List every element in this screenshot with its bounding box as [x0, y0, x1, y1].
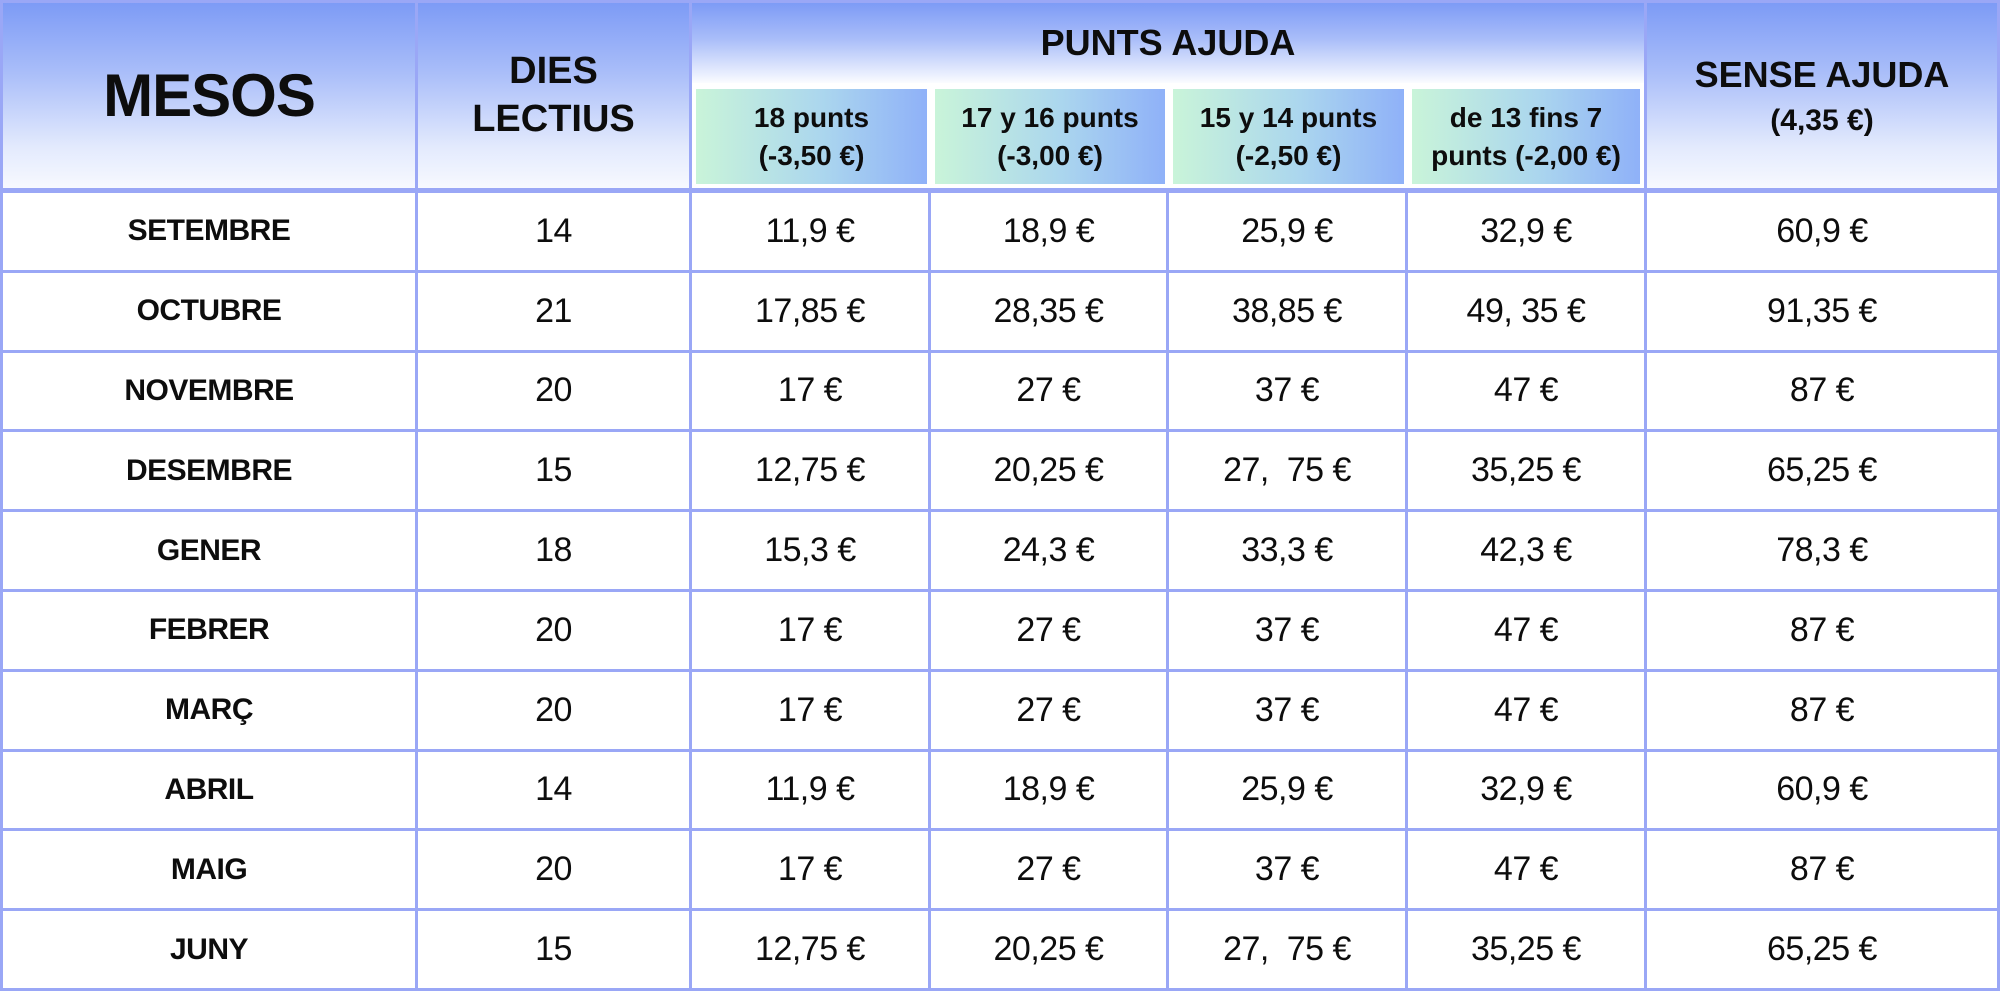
cell-dies: 21 [418, 272, 692, 353]
header-mesos-label: MESOS [103, 62, 316, 129]
cell-month: JUNY [3, 911, 418, 991]
cell-13-7-punts: 47 € [1408, 831, 1647, 912]
cell-month: GENER [3, 512, 418, 592]
cell-month: NOVEMBRE [3, 352, 418, 433]
cell-18-punts: 11,9 € [692, 193, 931, 273]
cell-sense-ajuda: 87 € [1647, 831, 1997, 912]
header-subcol-15-14-punts: 15 y 14 punts (-2,50 €) [1173, 89, 1404, 184]
cell-17-16-punts: 18,9 € [931, 193, 1169, 273]
cell-18-punts: 17 € [692, 352, 931, 433]
cell-15-14-punts: 37 € [1169, 831, 1408, 912]
cell-17-16-punts: 28,35 € [931, 272, 1169, 353]
cell-15-14-punts: 25,9 € [1169, 751, 1408, 832]
cell-18-punts: 17,85 € [692, 272, 931, 353]
cell-17-16-punts: 18,9 € [931, 751, 1169, 832]
cell-18-punts: 15,3 € [692, 512, 931, 592]
cell-month: ABRIL [3, 751, 418, 832]
cell-sense-ajuda: 87 € [1647, 353, 1997, 433]
cell-sense-ajuda: 78,3 € [1647, 512, 1997, 592]
cell-18-punts: 17 € [692, 591, 931, 672]
cell-13-7-punts: 47 € [1408, 671, 1647, 752]
cell-dies: 14 [418, 193, 692, 273]
cell-17-16-punts: 27 € [931, 831, 1169, 912]
cell-sense-ajuda: 65,25 € [1647, 911, 1997, 991]
cell-15-14-punts: 37 € [1169, 591, 1408, 672]
cell-dies: 20 [418, 591, 692, 672]
cell-13-7-punts: 47 € [1408, 591, 1647, 672]
cell-15-14-punts: 25,9 € [1169, 193, 1408, 273]
cell-17-16-punts: 27 € [931, 671, 1169, 752]
header-mesos: MESOS [3, 3, 418, 193]
cell-17-16-punts: 24,3 € [931, 512, 1169, 592]
cell-month: OCTUBRE [3, 272, 418, 353]
cell-sense-ajuda: 87 € [1647, 592, 1997, 672]
header-punts-ajuda-title: PUNTS AJUDA [692, 3, 1644, 83]
cell-dies: 20 [418, 671, 692, 752]
cell-month: FEBRER [3, 591, 418, 672]
cell-month: DESEMBRE [3, 432, 418, 513]
cell-15-14-punts: 33,3 € [1169, 512, 1408, 592]
cell-17-16-punts: 20,25 € [931, 432, 1169, 513]
cell-sense-ajuda: 91,35 € [1647, 273, 1997, 353]
header-sense-ajuda-label: SENSE AJUDA [1694, 53, 1950, 95]
cell-13-7-punts: 42,3 € [1408, 512, 1647, 592]
cell-dies: 18 [418, 512, 692, 592]
cell-15-14-punts: 27, 75 € [1169, 432, 1408, 513]
cell-13-7-punts: 35,25 € [1408, 911, 1647, 991]
header-punts-ajuda-group: PUNTS AJUDA 18 punts (-3,50 €) 17 y 16 p… [692, 3, 1647, 193]
header-subcol-18-punts: 18 punts (-3,50 €) [696, 89, 927, 184]
cell-13-7-punts: 32,9 € [1408, 751, 1647, 832]
cell-13-7-punts: 47 € [1408, 352, 1647, 433]
cell-sense-ajuda: 60,9 € [1647, 752, 1997, 832]
cell-dies: 14 [418, 751, 692, 832]
cell-sense-ajuda: 65,25 € [1647, 432, 1997, 513]
header-dies-lectius: DIES LECTIUS [418, 3, 692, 193]
cell-18-punts: 11,9 € [692, 751, 931, 832]
cell-dies: 15 [418, 432, 692, 513]
header-dies-lectius-label: DIES LECTIUS [472, 50, 635, 140]
cell-13-7-punts: 32,9 € [1408, 193, 1647, 273]
cell-month: MARÇ [3, 671, 418, 752]
header-subcol-17-16-punts: 17 y 16 punts (-3,00 €) [935, 89, 1165, 184]
cell-sense-ajuda: 87 € [1647, 672, 1997, 752]
cell-17-16-punts: 27 € [931, 352, 1169, 433]
cell-13-7-punts: 49, 35 € [1408, 272, 1647, 353]
cell-dies: 20 [418, 831, 692, 912]
cell-15-14-punts: 27, 75 € [1169, 911, 1408, 991]
header-subcol-13-7-punts: de 13 fins 7 punts (-2,00 €) [1412, 89, 1640, 184]
cell-18-punts: 17 € [692, 671, 931, 752]
cell-15-14-punts: 38,85 € [1169, 272, 1408, 353]
cell-17-16-punts: 27 € [931, 591, 1169, 672]
cell-13-7-punts: 35,25 € [1408, 432, 1647, 513]
cell-17-16-punts: 20,25 € [931, 911, 1169, 991]
cell-month: MAIG [3, 831, 418, 912]
header-punts-subcolumns: 18 punts (-3,50 €) 17 y 16 punts (-3,00 … [692, 83, 1644, 188]
cell-dies: 20 [418, 352, 692, 433]
cell-18-punts: 17 € [692, 831, 931, 912]
cell-15-14-punts: 37 € [1169, 352, 1408, 433]
cell-sense-ajuda: 60,9 € [1647, 193, 1997, 273]
header-sense-ajuda-price: (4,35 €) [1770, 103, 1874, 137]
cell-15-14-punts: 37 € [1169, 671, 1408, 752]
cell-month: SETEMBRE [3, 193, 418, 273]
cell-18-punts: 12,75 € [692, 911, 931, 991]
cell-18-punts: 12,75 € [692, 432, 931, 513]
cell-dies: 15 [418, 911, 692, 991]
header-sense-ajuda: SENSE AJUDA (4,35 €) [1647, 3, 1997, 193]
